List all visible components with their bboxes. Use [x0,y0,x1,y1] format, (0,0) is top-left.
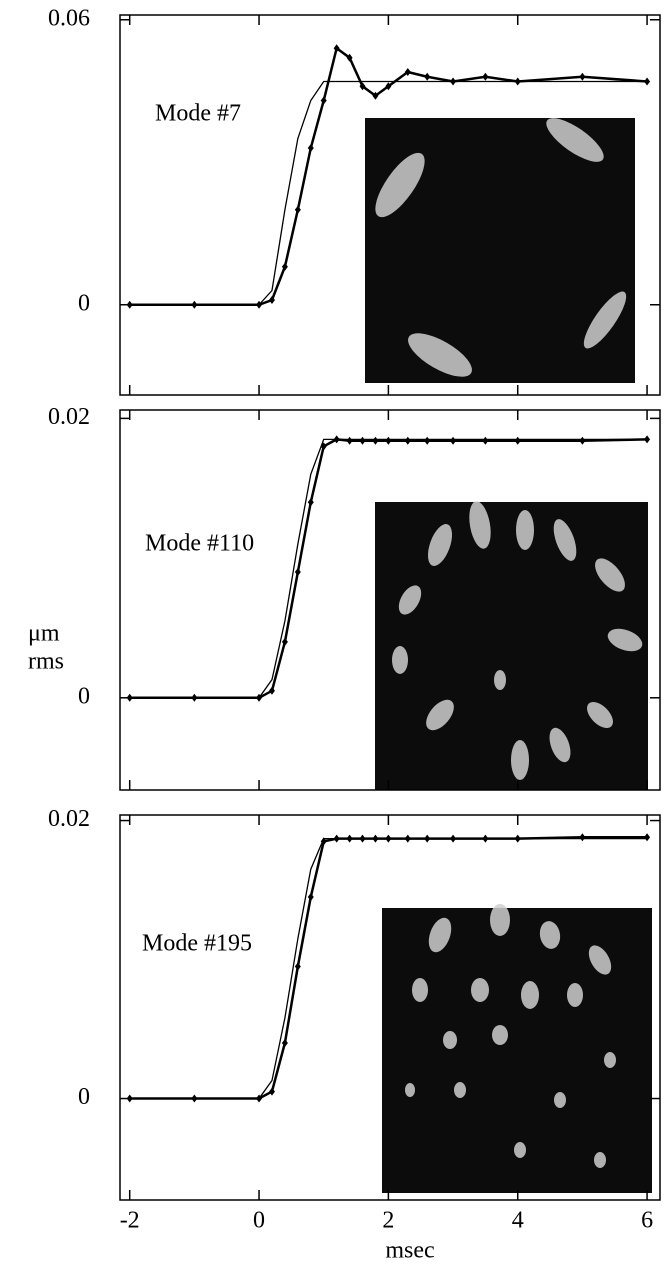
series-line [129,46,648,306]
data-marker [404,68,411,76]
data-marker [320,96,327,105]
data-marker [268,686,275,695]
inset-highlight [469,501,491,549]
inset-highlight [549,727,571,763]
x-tick-label: 0 [253,1208,265,1234]
inset-highlight [554,1092,566,1108]
data-marker [281,1038,288,1047]
data-marker [294,568,301,577]
data-marker [359,82,366,91]
data-marker [372,91,379,100]
data-marker [424,436,431,445]
inset-highlight [492,1025,508,1045]
inset-highlight [595,558,625,592]
plot-frame [119,814,661,1201]
inset-highlight [553,519,577,561]
series-line [129,438,648,700]
y-axis-label: μm [28,621,60,647]
inset-highlight [405,1083,415,1097]
data-marker [482,72,489,81]
inset-image [375,502,648,790]
data-marker [482,436,489,445]
inset-highlight [604,1052,616,1068]
inset-highlight [427,524,453,566]
series-line [129,80,648,306]
inset-highlight [567,983,583,1007]
data-marker [281,637,288,646]
x-axis-label: msec [385,1238,434,1264]
inset-highlight [583,291,627,349]
annotation: Mode #195 [142,931,252,957]
x-tick-label: 4 [512,1208,524,1234]
data-marker [450,436,457,445]
inset-highlight [514,1142,526,1158]
data-marker [346,436,353,445]
data-marker [644,833,651,842]
inset-highlight [471,978,489,1002]
plot-frame [119,409,661,791]
data-marker [359,436,366,445]
data-marker [579,436,586,445]
inset-highlight [588,945,612,975]
y-tick-label: 0.06 [48,5,90,31]
data-marker [307,893,314,902]
inset-highlight [412,978,428,1002]
data-marker [307,498,314,507]
inset-highlight [443,1031,457,1049]
data-marker [333,44,340,53]
inset-highlight [587,702,613,728]
inset-highlight [426,699,454,731]
inset-highlight [521,981,539,1009]
inset-highlight [511,740,529,780]
y-tick-label: 0 [78,1084,90,1110]
data-marker [268,1087,275,1096]
series-line [129,438,648,699]
y-tick-label: 0.02 [48,404,90,430]
data-marker [424,72,431,81]
data-marker [385,82,392,91]
inset-highlight [539,921,561,949]
data-marker [268,296,275,304]
y-tick-label: 0.02 [48,806,90,832]
inset-highlight [375,152,425,218]
x-tick-label: 6 [641,1208,653,1234]
inset-highlight [494,670,506,690]
inset-highlight [490,904,510,936]
data-marker [281,262,288,271]
inset-highlight [392,646,408,674]
series-line [129,837,648,1100]
inset-highlight [594,1152,606,1168]
data-marker [372,436,379,445]
inset-highlight [546,118,604,162]
inset-highlight [428,917,452,953]
data-marker [579,72,586,81]
y-tick-label: 0 [78,290,90,316]
y-tick-label: 0 [78,683,90,709]
data-marker [307,144,314,152]
data-marker [385,436,392,445]
plot-frame [119,14,661,396]
data-marker [404,436,411,445]
inset-highlight [454,1082,466,1098]
data-marker [346,53,353,62]
inset-highlight [398,585,422,615]
data-marker [579,833,586,842]
inset-highlight [408,333,472,377]
annotation: Mode #110 [145,531,254,557]
y-axis-label: rms [28,649,64,675]
data-marker [294,962,301,971]
x-tick-label: 2 [382,1208,394,1234]
inset-highlight [516,510,534,550]
data-marker [514,436,521,445]
x-tick-label: -2 [120,1208,140,1234]
annotation: Mode #7 [155,101,241,127]
inset-highlight [607,628,643,652]
data-marker [294,205,301,214]
